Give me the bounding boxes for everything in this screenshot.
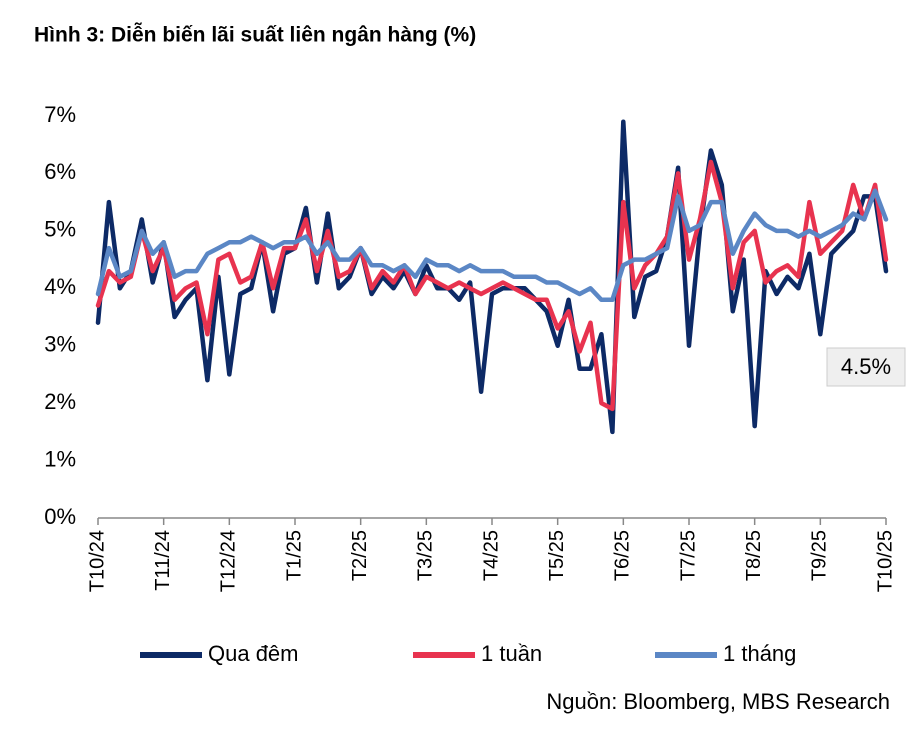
x-tick-label: T3/25 (415, 530, 437, 581)
x-tick-label: T1/25 (283, 530, 305, 581)
x-tick-label: T4/25 (480, 530, 502, 581)
annotation: 4.5% (841, 354, 891, 379)
y-tick-label: 2% (44, 389, 76, 414)
x-tick-label: T2/25 (349, 530, 371, 581)
x-tick-label: T5/25 (546, 530, 568, 581)
series-line (95, 159, 889, 412)
legend-label: Qua đêm (208, 641, 299, 666)
x-tick-label: T12/24 (218, 530, 240, 592)
y-tick-label: 4% (44, 274, 76, 299)
y-tick-label: 7% (44, 102, 76, 127)
y-tick-label: 6% (44, 159, 76, 184)
series-line (95, 188, 889, 303)
y-tick-label: 1% (44, 446, 76, 471)
x-tick-label: T6/25 (612, 530, 634, 581)
x-tick-label: T10/25 (874, 530, 896, 592)
chart-title: Hình 3: Diễn biến lãi suất liên ngân hàn… (34, 23, 476, 47)
y-tick-label: 5% (44, 217, 76, 242)
x-tick-label: T7/25 (677, 530, 699, 581)
y-tick-label: 3% (44, 332, 76, 357)
legend-label: 1 tháng (723, 641, 796, 666)
x-tick-label: T10/24 (86, 530, 108, 592)
x-tick-label: T9/25 (809, 530, 831, 581)
annotation-box (826, 347, 906, 387)
series-line (95, 119, 889, 435)
source: Nguồn: Bloomberg, MBS Research (546, 689, 890, 714)
x-tick-label: T11/24 (152, 530, 174, 591)
y-tick-label: 0% (44, 504, 76, 529)
legend-label: 1 tuần (481, 641, 542, 666)
x-tick-label: T8/25 (743, 530, 765, 581)
